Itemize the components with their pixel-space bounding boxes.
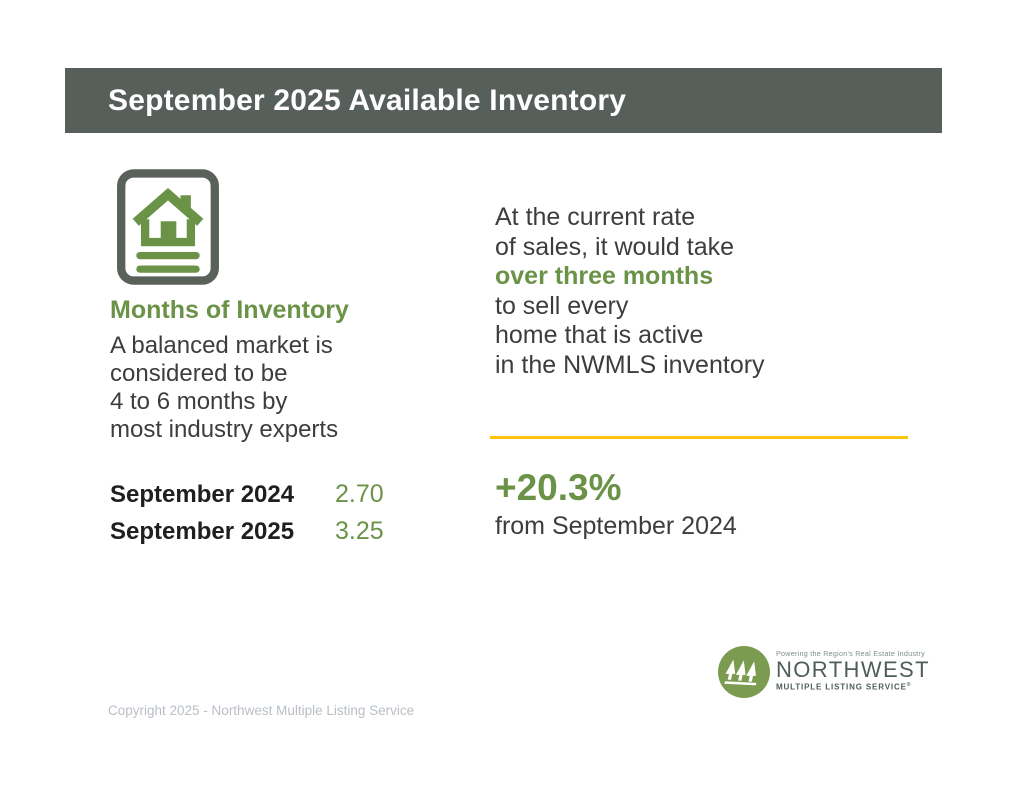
months-of-inventory-section: Months of Inventory A balanced market is… [110, 296, 430, 444]
percent-change-value: +20.3% [495, 467, 622, 508]
table-row: September 2025 3.25 [110, 513, 450, 550]
rate-line-2: of sales, it would take [495, 232, 735, 261]
rate-line-4: home that is active [495, 321, 704, 350]
house-document-icon-svg [117, 169, 219, 285]
nwmls-trees-icon [718, 646, 770, 698]
nwmls-logo-text: Powering the Region's Real Estate Indust… [776, 646, 930, 698]
logo-tagline: Powering the Region's Real Estate Indust… [776, 649, 925, 658]
logo-subname: MULTIPLE LISTING SERVICE® [776, 682, 912, 692]
accent-divider [490, 436, 908, 439]
stat-label-2024: September 2024 [110, 480, 295, 508]
percent-change-section: +20.3% from September 2024 [495, 468, 915, 541]
section-heading: Months of Inventory [110, 296, 349, 324]
balanced-market-line-2: considered to be [110, 360, 288, 387]
house-document-icon [116, 168, 220, 286]
rate-highlight: over three months [495, 262, 714, 291]
rate-line-1: At the current rate [495, 203, 696, 231]
stat-value-2024: 2.70 [335, 480, 384, 508]
percent-change-caption: from September 2024 [495, 512, 737, 540]
balanced-market-line-4: most industry experts [110, 416, 339, 443]
copyright-text: Copyright 2025 - Northwest Multiple List… [108, 703, 415, 718]
stat-value-2025: 3.25 [335, 517, 384, 545]
header-bar: September 2025 Available Inventory [65, 68, 942, 133]
inventory-comparison-table: September 2024 2.70 September 2025 3.25 [110, 476, 450, 550]
nwmls-logo: Powering the Region's Real Estate Indust… [718, 646, 929, 698]
page-title: September 2025 Available Inventory [108, 83, 627, 117]
registered-trademark: ® [906, 682, 912, 688]
rate-line-5: in the NWMLS inventory [495, 350, 765, 379]
balanced-market-line-1: A balanced market is [110, 332, 333, 359]
balanced-market-line-3: 4 to 6 months by [110, 388, 288, 415]
stat-label-2025: September 2025 [110, 517, 295, 545]
rate-line-3: to sell every [495, 291, 629, 320]
logo-name: NORTHWEST [776, 657, 930, 682]
current-rate-section: At the current rate of sales, it would t… [495, 203, 915, 381]
table-row: September 2024 2.70 [110, 476, 450, 513]
